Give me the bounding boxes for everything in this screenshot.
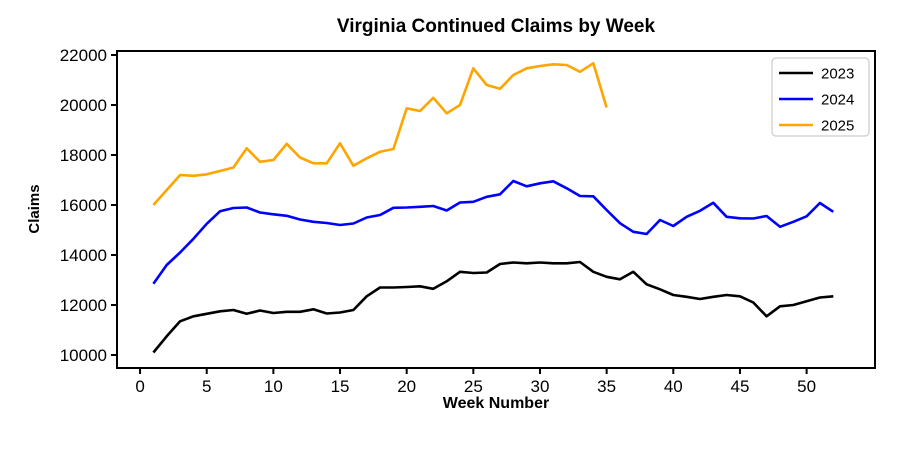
- chart-title: Virginia Continued Claims by Week: [336, 16, 656, 37]
- y-axis-label: Claims: [26, 184, 43, 234]
- x-tick-label: 0: [135, 377, 144, 396]
- legend-label-2024: 2024: [821, 92, 854, 109]
- x-axis-label: Week Number: [442, 395, 550, 412]
- x-tick-label: 15: [331, 377, 350, 396]
- y-tick-label: 16000: [60, 196, 107, 215]
- series-line-2025: [152, 61, 608, 206]
- legend-label-2025: 2025: [821, 118, 854, 135]
- series-line-2023: [152, 260, 834, 354]
- plot-border: [116, 50, 876, 369]
- y-tick-label: 18000: [60, 146, 107, 165]
- legend-label-2023: 2023: [821, 66, 854, 83]
- x-tick-label: 40: [664, 377, 683, 396]
- x-tick-label: 45: [730, 377, 749, 396]
- series-line-2024: [152, 179, 835, 285]
- x-tick-label: 20: [397, 377, 416, 396]
- x-tick-label: 50: [797, 377, 816, 396]
- y-tick-label: 10000: [60, 346, 107, 365]
- legend: 2023 2024 2025: [771, 57, 870, 137]
- x-tick-label: 30: [531, 377, 550, 396]
- y-tick-label: 12000: [60, 296, 107, 315]
- x-tick-label: 35: [597, 377, 616, 396]
- y-tick-label: 20000: [60, 96, 107, 115]
- legend-box: [771, 57, 870, 137]
- x-tick-label: 10: [264, 377, 283, 396]
- x-tick-label: 5: [202, 377, 211, 396]
- x-tick-label: 25: [464, 377, 483, 396]
- y-tick-label: 14000: [60, 246, 107, 265]
- y-tick-label: 22000: [60, 46, 107, 65]
